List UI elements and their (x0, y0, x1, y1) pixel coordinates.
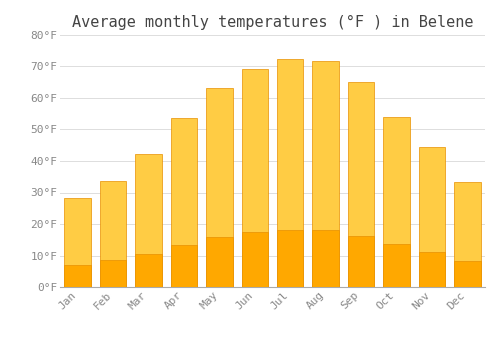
Bar (64, 197, 91, 287)
Bar (312, 230, 339, 287)
Bar (312, 61, 339, 287)
Bar (348, 236, 374, 287)
Title: Average monthly temperatures (°F ) in Belene: Average monthly temperatures (°F ) in Be… (72, 15, 473, 30)
Bar (206, 237, 233, 287)
Bar (100, 260, 126, 287)
Bar (277, 58, 303, 287)
Bar (418, 147, 445, 287)
Bar (418, 252, 445, 287)
Bar (242, 69, 268, 287)
Bar (170, 118, 197, 287)
Bar (64, 265, 91, 287)
Bar (454, 182, 480, 287)
Bar (242, 232, 268, 287)
Bar (383, 244, 409, 287)
Bar (277, 230, 303, 287)
Bar (383, 117, 409, 287)
Bar (348, 82, 374, 287)
Bar (170, 245, 197, 287)
Bar (136, 154, 162, 287)
Bar (454, 261, 480, 287)
Bar (206, 88, 233, 287)
Bar (136, 254, 162, 287)
Bar (100, 181, 126, 287)
